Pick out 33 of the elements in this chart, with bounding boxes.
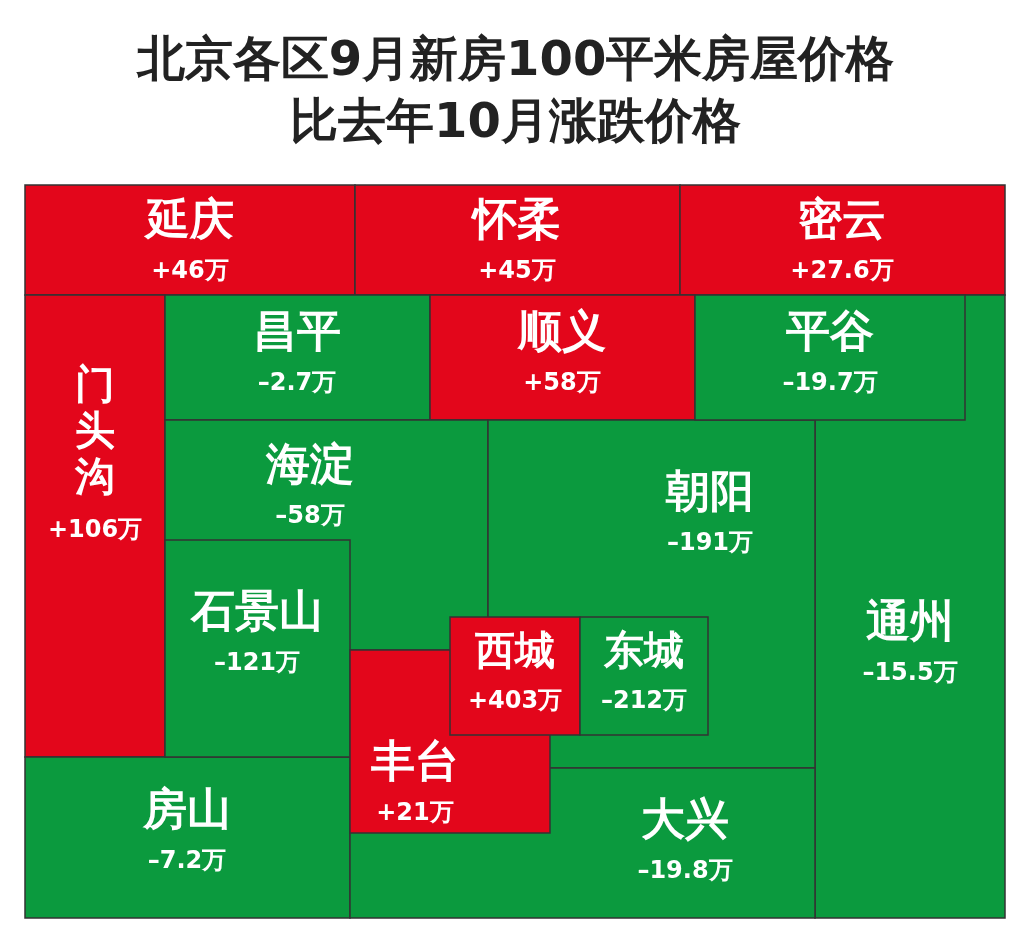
category-label: 朝阳	[665, 464, 754, 516]
data-label: +21万	[376, 798, 454, 827]
category-label: 房山	[142, 782, 231, 834]
data-label: –191万	[666, 528, 754, 557]
data-label: –19.7万	[782, 368, 878, 397]
category-label: 丰台	[371, 734, 459, 786]
category-label: 西城	[474, 627, 555, 673]
category-label: 门头沟	[74, 361, 115, 499]
category-label: 密云	[798, 192, 886, 244]
data-label: –19.8万	[637, 856, 733, 885]
data-label: +106万	[47, 515, 143, 543]
category-label: 通州	[866, 594, 954, 646]
data-label: +58万	[523, 368, 601, 397]
category-label: 顺义	[517, 304, 606, 356]
data-label: –58万	[275, 501, 345, 530]
data-label: +46万	[151, 256, 229, 285]
data-label: –15.5万	[862, 658, 958, 687]
data-label: +27.6万	[790, 256, 894, 285]
text: 北京各区9月新房100平米房屋价格比去年10月涨跌价格	[135, 30, 895, 148]
category-label: 昌平	[253, 304, 341, 356]
category-label: 平谷	[786, 304, 874, 356]
category-label: 大兴	[641, 792, 729, 844]
category-label: 石景山	[190, 584, 323, 636]
category-label: 东城	[603, 627, 684, 673]
category-label: 怀柔	[470, 192, 561, 244]
data-label: –2.7万	[257, 368, 337, 397]
category-label: 海淀	[265, 437, 354, 489]
data-label: +403万	[467, 686, 563, 714]
category-label: 延庆	[143, 192, 234, 244]
data-label: +45万	[478, 256, 556, 285]
data-label: –7.2万	[147, 846, 227, 875]
data-label: –212万	[600, 686, 688, 714]
data-label: –121万	[213, 648, 301, 677]
